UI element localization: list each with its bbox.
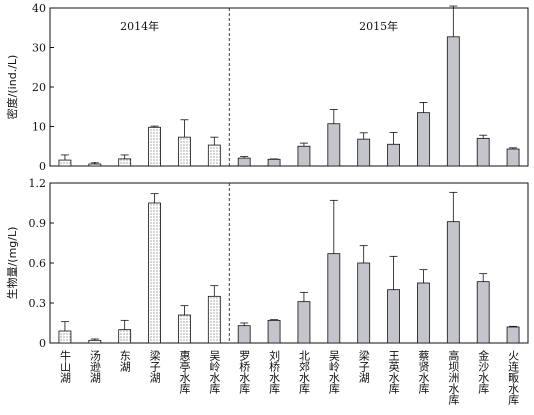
bar xyxy=(178,314,191,344)
bar xyxy=(357,262,371,344)
year-label-2015: 2015年 xyxy=(359,19,398,33)
bar xyxy=(357,138,371,167)
bar xyxy=(297,145,311,167)
category-label: 吴岭水库 xyxy=(208,350,221,395)
y-tick-label: 40 xyxy=(32,2,46,15)
biomass-panel: 0 0.3 0.6 0.9 1.2 生物量/(mg/L) xyxy=(5,177,529,350)
year-label-2014: 2014年 xyxy=(120,19,159,33)
bar xyxy=(417,112,430,167)
bar xyxy=(267,158,281,167)
category-label: 东湖 xyxy=(118,350,131,373)
y-tick-label: 0.3 xyxy=(29,297,47,310)
y-tick-label: 1.2 xyxy=(29,177,47,190)
density-panel: 0 10 20 30 40 密度/(ind./L) 2014年 2015年 xyxy=(5,2,529,173)
bar xyxy=(148,202,161,344)
category-label: 梁子湖 xyxy=(357,349,370,384)
bar xyxy=(476,137,490,167)
bar xyxy=(118,158,132,167)
category-label: 金沙水库 xyxy=(477,349,490,395)
category-label: 蔡贤水库 xyxy=(417,350,430,395)
y-tick-label: 10 xyxy=(32,121,46,134)
y-axis-title: 生物量/(mg/L) xyxy=(5,227,19,300)
bar xyxy=(88,339,102,344)
y-tick-label: 0 xyxy=(39,337,46,350)
category-label: 罗桥水库 xyxy=(238,350,251,395)
bar xyxy=(327,123,341,167)
bar xyxy=(58,330,72,344)
category-labels: 牛山湖 汤逊湖 东湖 梁子湖 惠亭水库 吴岭水库 罗桥水库 刘桥水库 北郊水库 吴岭水库 梁子湖 王英… xyxy=(58,349,519,406)
category-label: 刘桥水库 xyxy=(268,350,281,395)
category-label: 牛山湖 xyxy=(58,349,71,384)
y-tick-label: 0 xyxy=(39,160,46,173)
y-tick-label: 20 xyxy=(32,81,46,94)
y-tick-label: 30 xyxy=(32,42,46,55)
bar xyxy=(297,301,311,344)
bar xyxy=(88,163,102,167)
y-tick-label: 0.9 xyxy=(29,217,47,230)
bar xyxy=(417,282,430,344)
bar xyxy=(506,148,520,167)
category-label: 惠亭水库 xyxy=(178,349,191,395)
bar xyxy=(178,136,191,167)
bar xyxy=(207,144,221,167)
category-label: 吴岭水库 xyxy=(327,350,340,395)
category-label: 北郊水库 xyxy=(297,350,310,395)
bar xyxy=(118,329,132,344)
bar xyxy=(327,253,341,344)
bar xyxy=(207,295,221,344)
bar xyxy=(446,221,460,344)
y-tick-label: 0.6 xyxy=(29,257,47,270)
bar xyxy=(267,319,281,344)
bar xyxy=(476,281,490,344)
bar xyxy=(237,325,251,344)
bar xyxy=(148,126,161,167)
y-axis-title: 密度/(ind./L) xyxy=(5,55,19,120)
category-label: 汤逊湖 xyxy=(88,349,101,384)
category-label: 火连畈水库 xyxy=(507,350,520,406)
bar xyxy=(387,289,400,344)
category-label: 王英水库 xyxy=(387,350,400,395)
category-label: 高坝洲水库 xyxy=(447,349,460,406)
bar xyxy=(58,159,72,167)
bar xyxy=(446,36,460,167)
bar xyxy=(506,326,520,344)
bar xyxy=(387,143,400,167)
category-label: 梁子湖 xyxy=(148,349,161,384)
bar xyxy=(237,157,251,167)
